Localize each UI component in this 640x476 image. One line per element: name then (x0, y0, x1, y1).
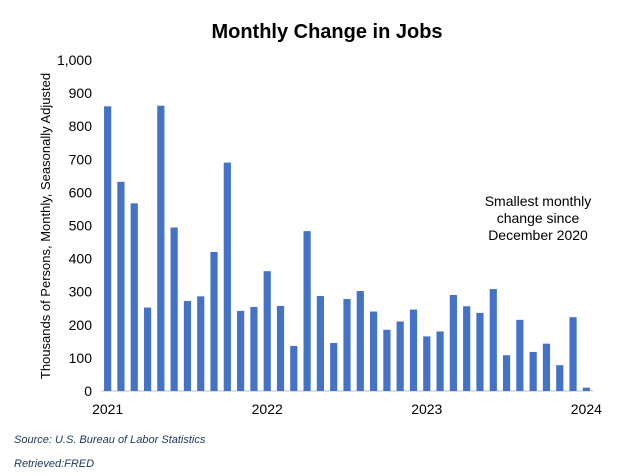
annotation-line-1: Smallest monthly (485, 193, 592, 209)
y-tick-label: 900 (69, 85, 93, 101)
bar-sep-2021 (210, 251, 218, 391)
x-axis-ticks: 2021 2022 2023 2024 (92, 401, 602, 417)
bar-jun-2023 (489, 289, 497, 391)
y-tick-label: 100 (69, 350, 93, 366)
bar-feb-2022 (276, 305, 285, 391)
bar-mar-2022 (290, 345, 298, 391)
bar-jul-2021 (183, 300, 192, 391)
y-axis-label: Thousands of Persons, Monthly, Seasonall… (38, 73, 53, 379)
bar-may-2021 (157, 105, 165, 392)
bar-feb-2023 (436, 331, 444, 391)
bar-nov-2022 (396, 321, 404, 391)
y-tick-label: 300 (69, 284, 93, 300)
bar-dec-2023 (569, 317, 577, 391)
y-tick-label: 800 (69, 118, 93, 134)
y-tick-label: 1,000 (57, 52, 92, 68)
bar-aug-2023 (516, 319, 524, 391)
bar-oct-2021 (223, 162, 231, 391)
bar-may-2023 (476, 312, 484, 391)
y-axis-ticks: 0 100 200 300 400 500 600 700 800 900 1,000 (57, 52, 92, 399)
bar-sep-2022 (370, 311, 378, 391)
annotation-line-3: December 2020 (488, 227, 588, 243)
bar-apr-2023 (463, 306, 471, 391)
y-tick-label: 200 (69, 317, 93, 333)
x-tick-label: 2023 (411, 401, 442, 417)
bar-apr-2022 (303, 231, 311, 391)
bar-may-2022 (316, 296, 324, 391)
bar-nov-2021 (237, 310, 245, 391)
bar-jan-2023 (423, 336, 431, 391)
chart-title: Monthly Change in Jobs (211, 21, 442, 43)
x-tick-label: 2022 (252, 401, 283, 417)
bar-dec-2022 (409, 309, 418, 391)
bar-jun-2022 (330, 343, 338, 391)
y-tick-label: 600 (69, 184, 93, 200)
bar-apr-2021 (143, 307, 152, 391)
y-tick-label: 700 (69, 151, 93, 167)
y-tick-label: 0 (84, 383, 92, 399)
x-tick-label: 2024 (571, 401, 602, 417)
bar-jul-2023 (502, 355, 511, 391)
y-tick-label: 500 (69, 218, 93, 234)
source-note: Source: U.S. Bureau of Labor Statistics (14, 434, 206, 446)
x-tick-label: 2021 (92, 401, 123, 417)
bar-jul-2022 (343, 298, 351, 391)
bar-aug-2022 (356, 291, 364, 391)
bar-jan-2021 (104, 106, 112, 391)
annotation-line-2: change since (497, 210, 580, 226)
retrieved-note: Retrieved:FRED (14, 458, 95, 470)
bar-oct-2023 (542, 343, 551, 391)
bar-jun-2021 (170, 227, 178, 391)
bar-oct-2022 (383, 329, 391, 391)
bar-sep-2023 (529, 351, 537, 391)
y-tick-label: 400 (69, 251, 93, 267)
bar-dec-2021 (250, 306, 258, 391)
bar-mar-2023 (449, 295, 457, 391)
bar-jan-2024 (582, 387, 590, 391)
bar-nov-2023 (556, 365, 564, 391)
bar-jan-2022 (263, 271, 271, 391)
bar-aug-2021 (197, 296, 205, 391)
chart-annotation: Smallest monthly change since December 2… (485, 193, 592, 243)
bar-mar-2021 (130, 203, 138, 391)
bar-feb-2021 (117, 181, 125, 391)
bar-series (104, 105, 590, 392)
